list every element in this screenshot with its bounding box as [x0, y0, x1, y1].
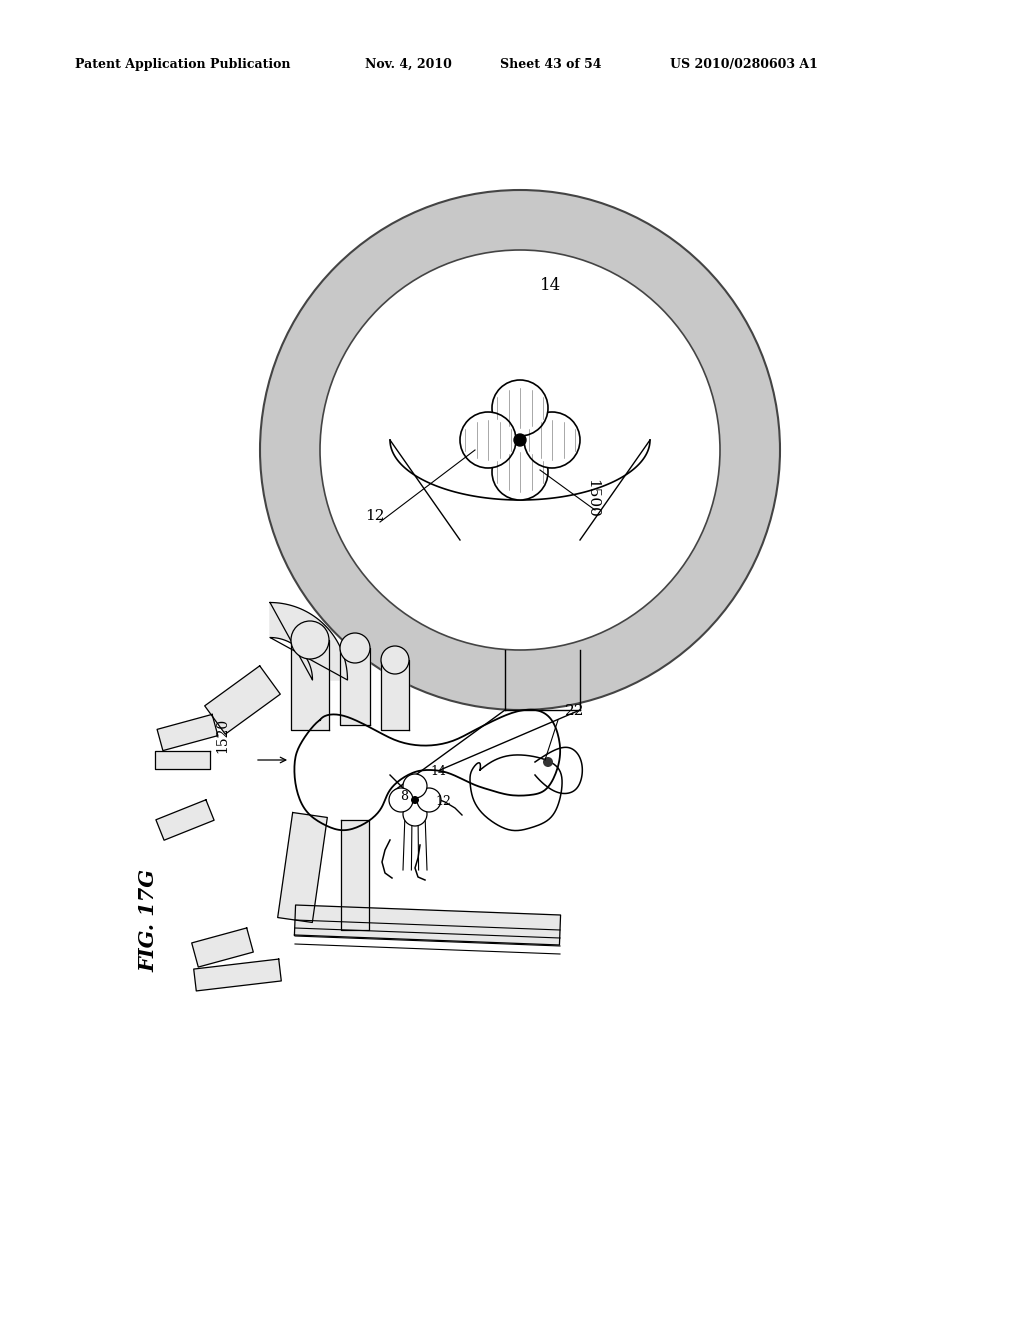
Circle shape: [460, 412, 516, 469]
Text: Patent Application Publication: Patent Application Publication: [75, 58, 291, 71]
Circle shape: [389, 788, 413, 812]
Circle shape: [260, 190, 780, 710]
Text: 14: 14: [430, 766, 446, 777]
Polygon shape: [278, 813, 328, 923]
Polygon shape: [156, 800, 214, 841]
Text: 8: 8: [400, 789, 408, 803]
Circle shape: [403, 803, 427, 826]
Circle shape: [381, 645, 409, 675]
Polygon shape: [291, 640, 329, 730]
Circle shape: [411, 796, 419, 804]
Text: US 2010/0280603 A1: US 2010/0280603 A1: [670, 58, 818, 71]
Circle shape: [543, 756, 553, 767]
Text: 12: 12: [365, 510, 384, 523]
Circle shape: [524, 412, 580, 469]
Circle shape: [492, 380, 548, 436]
Text: Nov. 4, 2010: Nov. 4, 2010: [365, 58, 452, 71]
Text: 22: 22: [565, 704, 585, 718]
Text: Sheet 43 of 54: Sheet 43 of 54: [500, 58, 601, 71]
Polygon shape: [381, 660, 409, 730]
Circle shape: [492, 444, 548, 500]
Text: 12: 12: [435, 795, 451, 808]
Circle shape: [403, 774, 427, 799]
Polygon shape: [205, 665, 281, 734]
Polygon shape: [155, 751, 210, 770]
Circle shape: [340, 634, 370, 663]
Polygon shape: [194, 960, 282, 991]
Circle shape: [291, 620, 329, 659]
Polygon shape: [191, 928, 253, 968]
Circle shape: [319, 249, 720, 649]
Polygon shape: [341, 820, 369, 931]
Text: FIG. 17G: FIG. 17G: [138, 869, 158, 972]
Text: 14: 14: [540, 277, 561, 294]
Polygon shape: [340, 648, 370, 725]
Polygon shape: [295, 906, 560, 945]
Polygon shape: [270, 602, 347, 680]
Text: 1500: 1500: [585, 479, 599, 517]
Circle shape: [417, 788, 441, 812]
Text: 1520: 1520: [215, 718, 229, 752]
Polygon shape: [157, 714, 218, 751]
Circle shape: [514, 434, 526, 446]
